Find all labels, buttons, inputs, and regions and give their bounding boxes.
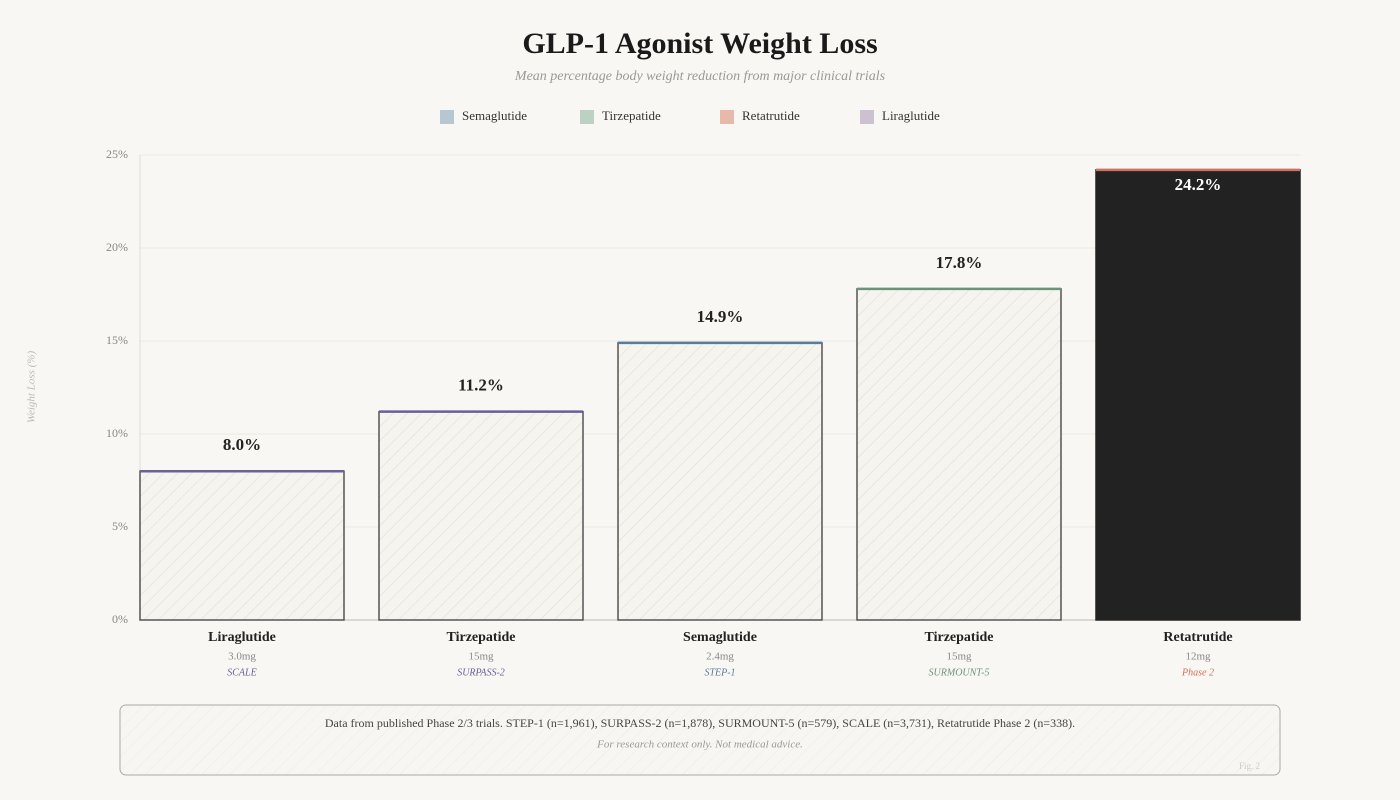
legend-label: Tirzepatide bbox=[602, 108, 661, 123]
trial-label: SURPASS-2 bbox=[457, 667, 505, 678]
bar bbox=[856, 288, 1062, 621]
value-label: 24.2% bbox=[1175, 175, 1222, 194]
y-tick-label: 0% bbox=[112, 612, 128, 626]
bar bbox=[139, 470, 345, 621]
figure-label: Fig. 2 bbox=[1239, 761, 1260, 771]
legend-swatch bbox=[720, 110, 734, 124]
dose-label: 3.0mg bbox=[228, 651, 256, 663]
legend-swatch bbox=[860, 110, 874, 124]
y-tick-label: 5% bbox=[112, 519, 128, 533]
dose-label: 15mg bbox=[946, 651, 972, 663]
legend-swatch bbox=[580, 110, 594, 124]
value-label: 14.9% bbox=[697, 307, 744, 326]
dose-label: 2.4mg bbox=[706, 651, 734, 663]
legend-swatch bbox=[440, 110, 454, 124]
dose-label: 15mg bbox=[468, 651, 494, 663]
x-tick-label: Tirzepatide bbox=[447, 630, 516, 645]
value-label: 8.0% bbox=[223, 435, 261, 454]
x-tick-label: Tirzepatide bbox=[925, 630, 994, 645]
chart-title: GLP-1 Agonist Weight Loss bbox=[522, 27, 877, 60]
bar bbox=[617, 342, 823, 621]
y-tick-label: 15% bbox=[106, 333, 128, 347]
legend-label: Retatrutide bbox=[742, 108, 800, 123]
trial-label: STEP-1 bbox=[704, 667, 735, 678]
dose-label: 12mg bbox=[1185, 651, 1211, 663]
y-tick-label: 10% bbox=[106, 426, 128, 440]
legend-label: Semaglutide bbox=[462, 108, 527, 123]
y-tick-label: 20% bbox=[106, 240, 128, 254]
legend-label: Liraglutide bbox=[882, 108, 940, 123]
y-tick-label: 25% bbox=[106, 147, 128, 161]
trial-label: SURMOUNT-5 bbox=[929, 667, 990, 678]
footer-note: Data from published Phase 2/3 trials. ST… bbox=[325, 716, 1075, 730]
x-tick-label: Semaglutide bbox=[683, 630, 757, 645]
chart-subtitle: Mean percentage body weight reduction fr… bbox=[514, 69, 886, 84]
x-tick-label: Liraglutide bbox=[208, 630, 276, 645]
y-axis-label: Weight Loss (%) bbox=[26, 351, 38, 424]
trial-label: Phase 2 bbox=[1181, 667, 1214, 678]
footer-disclaimer: For research context only. Not medical a… bbox=[596, 739, 803, 751]
value-label: 11.2% bbox=[458, 376, 504, 395]
x-tick-label: Retatrutide bbox=[1163, 630, 1232, 645]
bar bbox=[1095, 169, 1301, 621]
bar bbox=[378, 410, 584, 621]
trial-label: SCALE bbox=[227, 667, 256, 678]
footer-box bbox=[119, 704, 1281, 776]
value-label: 17.8% bbox=[936, 253, 983, 272]
